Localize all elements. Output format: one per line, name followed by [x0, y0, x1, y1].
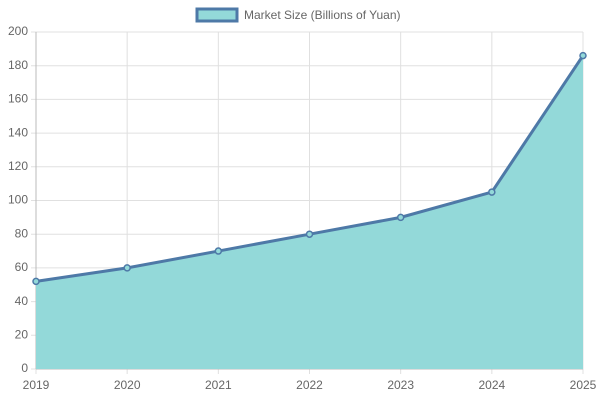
y-tick-label: 80 [15, 226, 29, 240]
x-tick-label: 2024 [478, 378, 505, 392]
point [123, 264, 131, 272]
x-tick-label: 2023 [387, 378, 414, 392]
legend-label: Market Size (Billions of Yuan) [244, 8, 401, 22]
y-tick-label: 60 [15, 260, 29, 274]
y-tick-label: 180 [8, 58, 28, 72]
y-tick-label: 100 [8, 193, 28, 207]
y-tick-label: 20 [15, 327, 29, 341]
y-tick-label: 40 [15, 294, 29, 308]
point [396, 213, 405, 222]
x-tick-label: 2022 [296, 378, 323, 392]
point [214, 247, 223, 255]
y-tick-label: 140 [8, 125, 28, 139]
point [32, 277, 40, 286]
y-tick-label: 0 [21, 361, 28, 375]
y-tick-label: 120 [8, 159, 28, 173]
point [579, 51, 587, 60]
x-tick-label: 2020 [114, 378, 141, 392]
x-tick-label: 2019 [23, 378, 50, 392]
area [36, 55, 583, 370]
point [305, 230, 314, 238]
x-tick-label: 2025 [570, 378, 597, 392]
x-tick-label: 2021 [205, 378, 232, 392]
y-tick-label: 200 [8, 24, 28, 38]
y-tick-label: 160 [8, 92, 28, 106]
point [488, 188, 496, 196]
legend-swatch [195, 7, 239, 23]
